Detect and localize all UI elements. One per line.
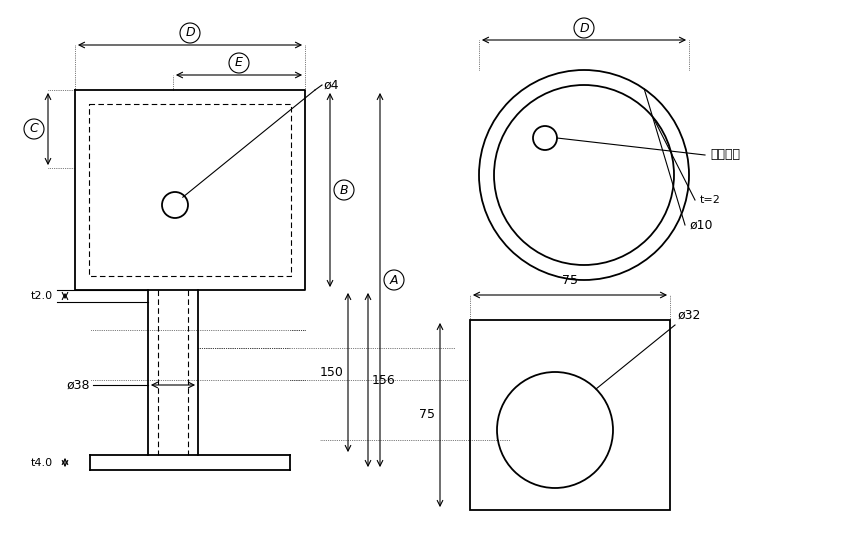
Text: t4.0: t4.0 — [31, 458, 53, 468]
Text: 75: 75 — [419, 409, 435, 422]
Text: E: E — [235, 56, 243, 69]
Text: t=2: t=2 — [700, 195, 721, 205]
Text: 156: 156 — [372, 374, 395, 387]
Text: ø4: ø4 — [324, 78, 339, 91]
Text: ø38: ø38 — [66, 379, 90, 391]
Text: 75: 75 — [562, 274, 578, 287]
Bar — [470, 320, 670, 510]
Text: A: A — [389, 273, 398, 287]
Text: D: D — [185, 26, 195, 40]
Text: B: B — [340, 184, 348, 197]
Text: 水抜き孔: 水抜き孔 — [710, 149, 740, 162]
Text: C: C — [30, 122, 38, 135]
Text: ø10: ø10 — [690, 219, 713, 231]
Text: D: D — [579, 21, 589, 34]
Text: 150: 150 — [320, 366, 344, 379]
Text: t2.0: t2.0 — [31, 291, 53, 301]
Text: ø32: ø32 — [678, 308, 701, 322]
